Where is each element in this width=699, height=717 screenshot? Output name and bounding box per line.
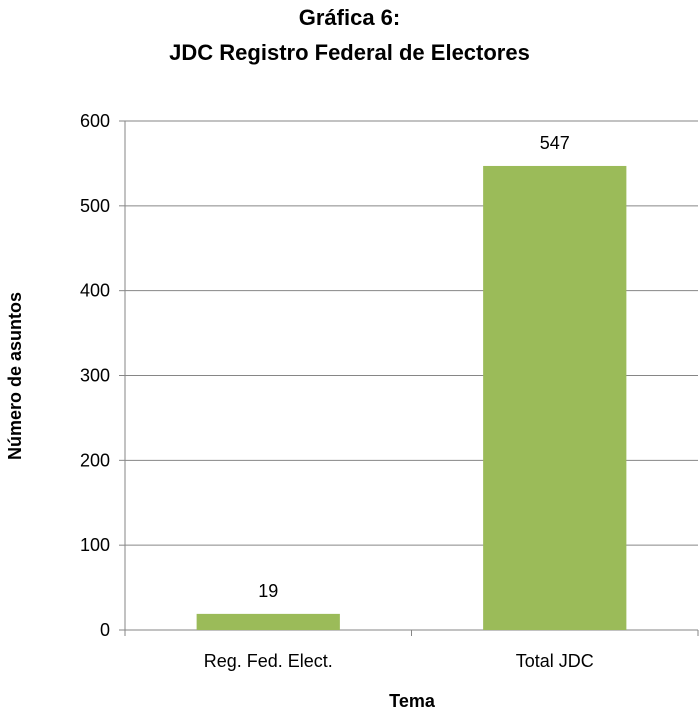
y-tick-label: 300 [80, 366, 110, 386]
x-tick-label: Total JDC [516, 651, 594, 671]
chart-title: Gráfica 6: [298, 5, 401, 30]
y-tick-label: 100 [80, 535, 110, 555]
bar-0 [196, 613, 340, 630]
y-tick-label: 600 [80, 111, 110, 131]
bars [196, 165, 627, 630]
chart-subtitle: JDC Registro Federal de Electores [169, 40, 530, 65]
data-label: 19 [258, 581, 278, 601]
data-label: 547 [540, 133, 570, 153]
y-tick-label: 200 [80, 450, 110, 470]
chart-title-block: Gráfica 6: JDC Registro Federal de Elect… [0, 0, 699, 70]
x-tick-label: Reg. Fed. Elect. [204, 651, 333, 671]
y-tick-label: 500 [80, 196, 110, 216]
bar-1 [483, 165, 627, 630]
y-tick-label: 400 [80, 281, 110, 301]
x-axis-title: Tema [389, 691, 436, 711]
y-axis-title: Número de asuntos [5, 292, 25, 460]
labels: 0 100 200 300 400 500 600 19 Reg. Fed. Elect. 547… [80, 111, 594, 671]
y-tick-label: 0 [100, 620, 110, 640]
